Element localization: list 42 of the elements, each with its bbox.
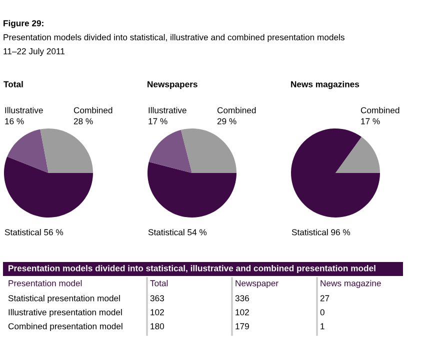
slice-label: Statistical 96 % (292, 228, 350, 236)
data-label: 180 (150, 323, 164, 330)
data-label: 17 % (361, 118, 380, 124)
data-label: 0 (320, 309, 324, 316)
slice-label: Combined (217, 106, 256, 114)
data-label: 29 % (217, 118, 236, 124)
caption: Figure 29: (4, 20, 44, 28)
chart-title: Newspapers (148, 81, 198, 90)
category-label: Illustrative presentation model (8, 308, 122, 318)
slice-label: Combined (74, 106, 112, 114)
slice-label: Illustrative (148, 106, 186, 114)
data-label: 102 (150, 309, 164, 316)
text: Presentation model (8, 280, 82, 286)
chart-title: News magazines (291, 80, 360, 90)
category-label: Combined presentation model (8, 322, 122, 332)
data-label: 28 % (74, 118, 93, 124)
pie-slice (180, 128, 236, 173)
data-label: 17 % (148, 118, 168, 124)
text: 11–22 July 2011 (4, 48, 65, 56)
data-label: 336 (235, 295, 249, 302)
pie-slice (148, 130, 192, 173)
chart-title: Total (4, 80, 23, 88)
pie-slice (40, 128, 93, 173)
pie-slice (7, 129, 48, 173)
slice-label: Statistical 54 % (148, 228, 207, 236)
legend-label: News magazine (320, 280, 381, 288)
pie-slice (148, 162, 236, 218)
legend-label: Newspaper (236, 280, 278, 288)
data-label: 16 % (5, 118, 24, 124)
data-label: 179 (236, 323, 249, 330)
slice-label: Combined (360, 106, 400, 114)
legend-label: Total (150, 280, 168, 286)
category-label: Statistical presentation model (8, 294, 120, 304)
data-label: 1 (320, 323, 324, 330)
text: Presentation models divided into statistical, illustrative and combined presentation model (8, 264, 376, 274)
data-label: 363 (150, 295, 164, 302)
data-label: 102 (236, 309, 249, 316)
slice-label: Statistical 56 % (4, 228, 64, 236)
data-label: 27 (320, 295, 330, 302)
slice-label: Illustrative (5, 106, 43, 114)
text: Presentation models divided into statistical, illustrative and combined presentation models (4, 34, 344, 42)
pie-slice (4, 156, 93, 218)
